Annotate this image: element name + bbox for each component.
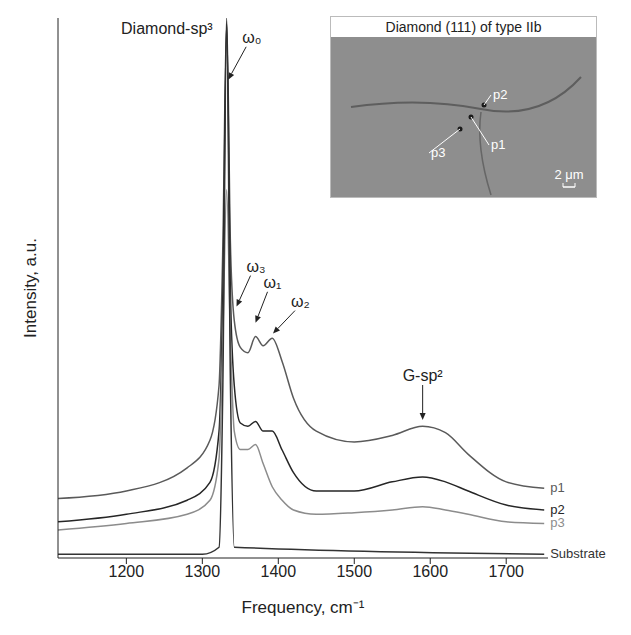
svg-text:1400: 1400 (261, 563, 297, 580)
svg-text:ω₂: ω₂ (291, 293, 310, 310)
svg-text:Intensity, a.u.: Intensity, a.u. (21, 238, 40, 338)
svg-text:ω₃: ω₃ (247, 258, 266, 275)
svg-text:1700: 1700 (488, 563, 524, 580)
svg-text:p3: p3 (431, 145, 445, 160)
svg-text:Substrate: Substrate (550, 546, 606, 561)
html-text:Diamond (111) of type IIb: Diamond (111) of type IIb (385, 19, 542, 35)
svg-text:1300: 1300 (185, 563, 221, 580)
svg-text:1200: 1200 (109, 563, 145, 580)
svg-text:Diamond-sp³: Diamond-sp³ (121, 20, 213, 37)
svg-text:1600: 1600 (412, 563, 448, 580)
svg-text:2 μm: 2 μm (554, 167, 583, 182)
svg-text:p2: p2 (493, 87, 507, 102)
svg-text:G-sp²: G-sp² (403, 367, 444, 384)
svg-text:p2: p2 (550, 501, 565, 517)
svg-text:p1: p1 (550, 480, 564, 495)
svg-text:1500: 1500 (336, 563, 372, 580)
svg-text:p3: p3 (550, 515, 564, 530)
svg-text:Frequency, cm⁻¹: Frequency, cm⁻¹ (242, 598, 365, 617)
svg-text:p1: p1 (491, 137, 505, 152)
svg-text:ω₀: ω₀ (242, 29, 261, 46)
svg-text:ω₁: ω₁ (264, 274, 282, 291)
